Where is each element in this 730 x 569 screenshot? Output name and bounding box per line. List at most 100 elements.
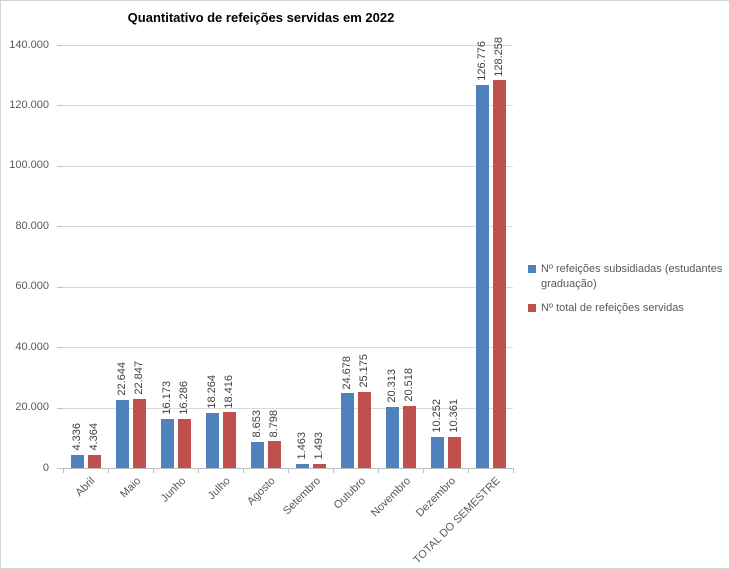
bar-value-label: 1.493 [313,431,325,460]
bar-value-label: 25.175 [358,354,370,388]
bar-group: 126.776 128.258 [475,37,506,468]
bar-series-2[interactable]: 16.286 [177,381,191,468]
bar-series-1[interactable]: 24.678 [340,356,354,468]
y-axis-tick [57,468,63,469]
x-axis-label: Abril [73,475,98,500]
bar-value-label: 20.313 [386,368,398,403]
x-axis-tick [378,468,379,473]
x-axis-tick [288,468,289,473]
gridline [63,165,513,167]
gridline [63,226,513,228]
bar-series-2[interactable]: 8.798 [267,410,281,468]
gridline [63,45,513,46]
y-axis-tick [57,407,63,409]
y-axis-tick [57,105,63,107]
bar-value-label: 16.173 [161,381,173,416]
bar-group: 16.173 16.286 [160,45,191,468]
bar-series-2[interactable]: 4.364 [87,423,101,468]
x-axis-label: Dezembro [413,475,458,520]
bar-series-1[interactable]: 16.173 [160,381,174,468]
bar-value-label: 24.678 [341,355,353,390]
bar-value-label: 1.463 [296,432,308,460]
bar-series-2[interactable]: 18.416 [222,375,236,468]
bar-group: 10.252 10.361 [430,45,461,468]
bar-group: 20.313 20.518 [385,45,416,468]
plot-area: 4.336 4.364 22.644 22.847 16.173 16.286 18.264… [63,37,513,468]
x-axis-tick [333,468,334,473]
x-axis-tick [468,468,469,473]
y-axis-tick [57,45,63,46]
bar-value-label: 22.847 [133,361,145,395]
legend-swatch-icon [528,265,536,273]
x-axis-tick [63,468,64,473]
legend-entry[interactable]: Nº total de refeições servidas [528,301,726,316]
x-axis-tick [243,468,244,473]
legend-swatch-icon [528,304,536,312]
bar-value-label: 22.644 [116,361,128,396]
y-axis-tick-label: 100.000 [9,159,49,172]
gridline [63,347,513,349]
y-axis-tick-label: 120.000 [9,98,49,111]
bar-value-label: 20.518 [403,368,415,403]
bar-value-label: 8.653 [251,410,263,438]
y-axis-tick-label: 140.000 [9,38,49,51]
bar-series-1[interactable]: 18.264 [205,375,219,468]
x-axis-tick [153,468,154,473]
x-axis-label: TOTAL DO SEMESTRE [411,475,503,567]
chart-title: Quantitativo de refeições servidas em 20… [127,10,395,25]
bar-series-1[interactable]: 8.653 [250,410,264,468]
bar-group: 4.336 4.364 [70,45,101,468]
bar-value-label: 4.336 [71,423,83,451]
y-axis-tick [57,347,63,349]
bar-series-1[interactable]: 10.252 [430,399,444,468]
x-axis-label: Agosto [245,475,278,508]
bar-value-label: 8.798 [268,409,280,438]
bar-value-label: 10.252 [431,399,443,434]
x-axis-tick [198,468,199,473]
bar-series-2[interactable]: 10.361 [447,399,461,468]
legend-label: Nº refeições subsidiadas (estudantes gra… [541,263,723,290]
gridline [63,105,513,107]
bar-group: 8.653 8.798 [250,45,281,468]
bar-value-label: 128.258 [493,36,505,77]
x-axis-tick [513,468,514,473]
bar-series-1[interactable]: 4.336 [70,423,84,468]
gridline [63,286,513,288]
bar-series-1[interactable]: 20.313 [385,369,399,468]
bar-value-label: 10.361 [448,399,460,433]
y-axis-tick [57,286,63,288]
x-axis-label: Junho [158,475,188,505]
y-axis-tick-label: 40.000 [15,340,49,353]
bar-series-2[interactable]: 1.493 [312,432,326,468]
bar-series-2[interactable]: 22.847 [132,361,146,468]
bar-group: 22.644 22.847 [115,45,146,468]
bar-series-1[interactable]: 22.644 [115,362,129,468]
bar-series-1[interactable]: 126.776 [475,41,489,468]
y-axis-tick-label: 60.000 [15,280,49,293]
bar-value-label: 126.776 [476,41,488,81]
legend-label: Nº total de refeições servidas [541,302,684,314]
x-axis-label: Setembro [280,475,323,518]
bar-value-label: 4.364 [88,423,100,451]
bar-series-2[interactable]: 25.175 [357,354,371,468]
x-axis-label: Outubro [331,475,368,512]
bar-series-2[interactable]: 128.258 [492,37,506,468]
bar-series-1[interactable]: 1.463 [295,432,309,468]
x-axis-tick [423,468,424,473]
legend[interactable]: Nº refeições subsidiadas (estudantes gra… [528,262,726,316]
x-axis-tick [108,468,109,473]
x-axis-label: Julho [205,475,233,503]
x-axis-label: Maio [117,475,143,501]
x-axis-label: Novembro [368,475,413,520]
y-axis-tick-label: 0 [42,461,49,474]
bar-group: 1.463 1.493 [295,45,326,468]
bar-value-label: 16.286 [178,381,190,415]
bar-series-2[interactable]: 20.518 [402,368,416,468]
y-axis-tick-label: 20.000 [15,401,49,414]
legend-entry[interactable]: Nº refeições subsidiadas (estudantes gra… [528,262,726,292]
gridline [63,407,513,409]
bar-group: 24.678 25.175 [340,45,371,468]
bar-group: 18.264 18.416 [205,45,236,468]
y-axis-tick [57,165,63,167]
